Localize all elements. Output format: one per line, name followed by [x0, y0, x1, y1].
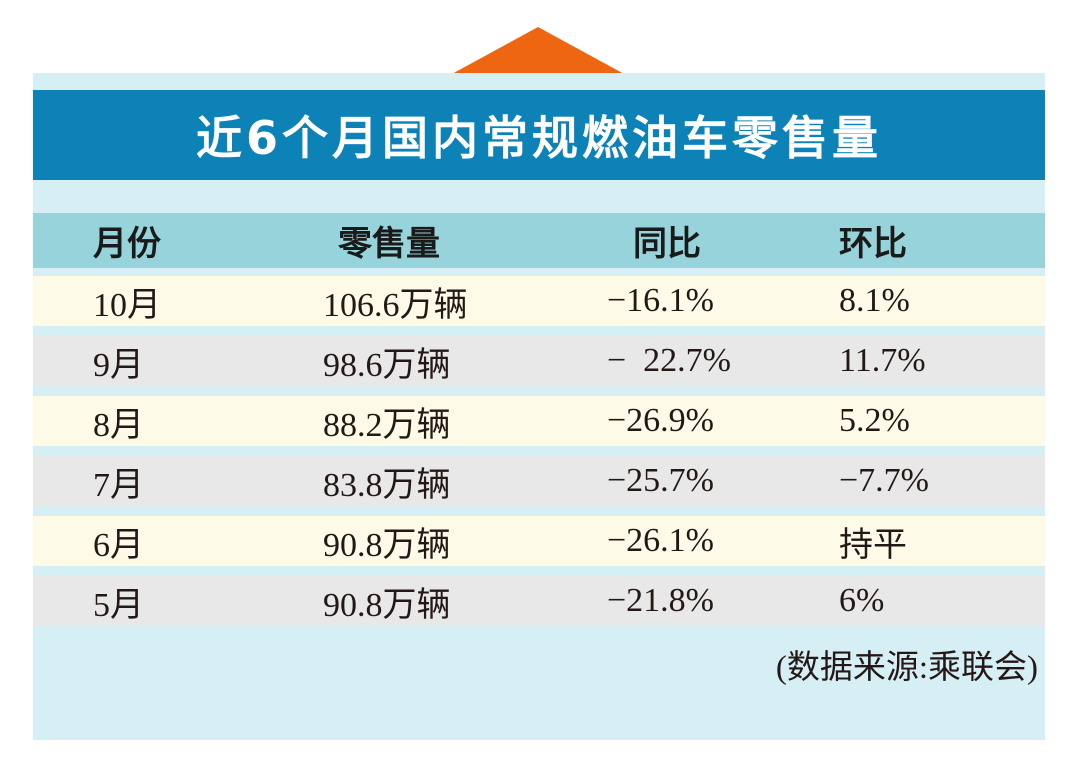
header-sales: 零售量	[338, 224, 440, 264]
cell-month: 7月	[93, 466, 144, 504]
cell-yoy: −26.9%	[607, 402, 714, 439]
cell-mom: 5.2%	[839, 402, 910, 439]
cell-sales: 88.2万辆	[323, 406, 451, 444]
cell-month: 6月	[93, 526, 144, 564]
cell-mom: 11.7%	[839, 342, 926, 379]
table-row: 8月 88.2万辆 −26.9% 5.2%	[33, 396, 1045, 446]
cell-month: 9月	[93, 346, 144, 384]
cell-yoy: −21.8%	[607, 582, 714, 619]
cell-month: 8月	[93, 406, 144, 444]
cell-mom: 持平	[839, 526, 907, 564]
table-row: 10月 106.6万辆 −16.1% 8.1%	[33, 276, 1045, 326]
cell-yoy: −26.1%	[607, 522, 714, 559]
cell-mom: 6%	[839, 582, 885, 619]
cell-sales: 83.8万辆	[323, 466, 451, 504]
cell-sales: 106.6万辆	[323, 286, 468, 324]
cell-yoy: − 22.7%	[607, 342, 731, 379]
cell-yoy: −25.7%	[607, 462, 714, 499]
arrow-up-icon	[450, 27, 626, 75]
table-title: 近6个月国内常规燃油车零售量	[33, 90, 1045, 180]
table-row: 9月 98.6万辆 − 22.7% 11.7%	[33, 336, 1045, 386]
cell-month: 5月	[93, 586, 144, 624]
cell-sales: 98.6万辆	[323, 346, 451, 384]
cell-sales: 90.8万辆	[323, 586, 451, 624]
header-yoy: 同比	[633, 224, 701, 264]
header-mom: 环比	[839, 224, 907, 264]
table-row: 7月 83.8万辆 −25.7% −7.7%	[33, 456, 1045, 506]
cell-month: 10月	[93, 286, 161, 324]
cell-mom: −7.7%	[839, 462, 929, 499]
cell-yoy: −16.1%	[607, 282, 714, 319]
source-note: (数据来源:乘联会)	[775, 650, 1038, 686]
table-row: 6月 90.8万辆 −26.1% 持平	[33, 516, 1045, 566]
table-row: 5月 90.8万辆 −21.8% 6%	[33, 576, 1045, 626]
header-month: 月份	[93, 224, 161, 264]
cell-mom: 8.1%	[839, 282, 910, 319]
cell-sales: 90.8万辆	[323, 526, 451, 564]
table-header: 月份 零售量 同比 环比	[33, 213, 1045, 268]
